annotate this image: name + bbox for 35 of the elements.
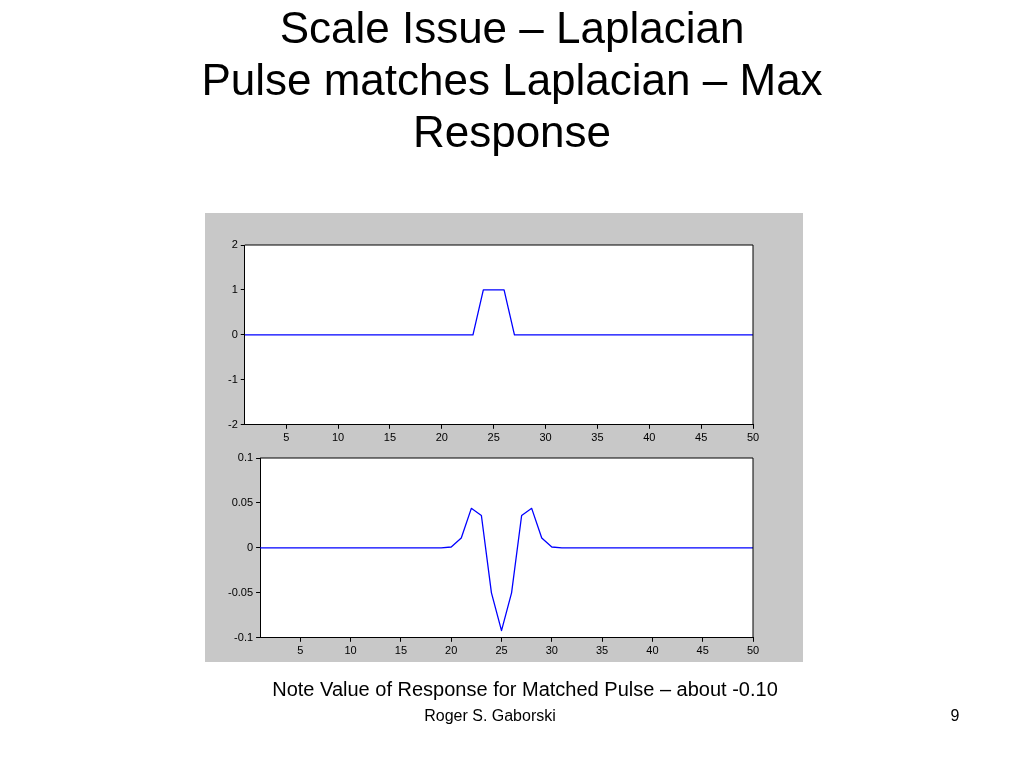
x-tick-label: 40 — [646, 644, 659, 657]
x-tick-label: 20 — [445, 644, 458, 657]
x-tick-label: 50 — [746, 644, 760, 657]
y-tick-label: -0.1 — [234, 630, 254, 643]
y-tick-label: 0 — [231, 327, 238, 340]
x-tick-label: 30 — [539, 431, 552, 444]
x-tick-label: 20 — [435, 431, 448, 444]
y-tick-label: 0.1 — [237, 451, 254, 464]
x-tick-label: 10 — [332, 431, 345, 444]
x-tick-label: 5 — [283, 431, 290, 444]
y-tick-label: -0.05 — [227, 585, 254, 598]
text: Roger S. Gaborski — [423, 707, 557, 725]
y-tick-label: 0.05 — [231, 495, 254, 508]
x-tick-label: 30 — [545, 644, 558, 657]
text: Note Value of Response for Matched Pulse – about -0.10 — [271, 678, 779, 701]
y-tick-label: -2 — [228, 417, 238, 430]
y-tick-label: 1 — [231, 282, 238, 295]
text: 9 — [949, 707, 961, 725]
x-tick-label: 50 — [746, 431, 760, 444]
y-tick-label: 2 — [231, 238, 238, 251]
y-tick-label: 0 — [246, 540, 254, 553]
x-tick-label: 15 — [383, 431, 397, 444]
x-tick-label: 35 — [591, 431, 604, 444]
x-tick-label: 35 — [595, 644, 609, 657]
x-tick-label: 45 — [695, 431, 708, 444]
x-tick-label: 25 — [487, 431, 500, 444]
x-tick-label: 25 — [495, 644, 508, 657]
x-tick-label: 5 — [297, 644, 304, 657]
x-tick-label: 45 — [696, 644, 709, 657]
y-tick-label: -1 — [228, 372, 238, 385]
x-tick-label: 15 — [394, 644, 408, 657]
chart-title: Scale Issue – Laplacian — [278, 2, 746, 54]
chart-subtitle: Pulse matches Laplacian – Max Response — [200, 54, 824, 158]
x-tick-label: 40 — [643, 431, 656, 444]
x-tick-label: 10 — [344, 644, 357, 657]
